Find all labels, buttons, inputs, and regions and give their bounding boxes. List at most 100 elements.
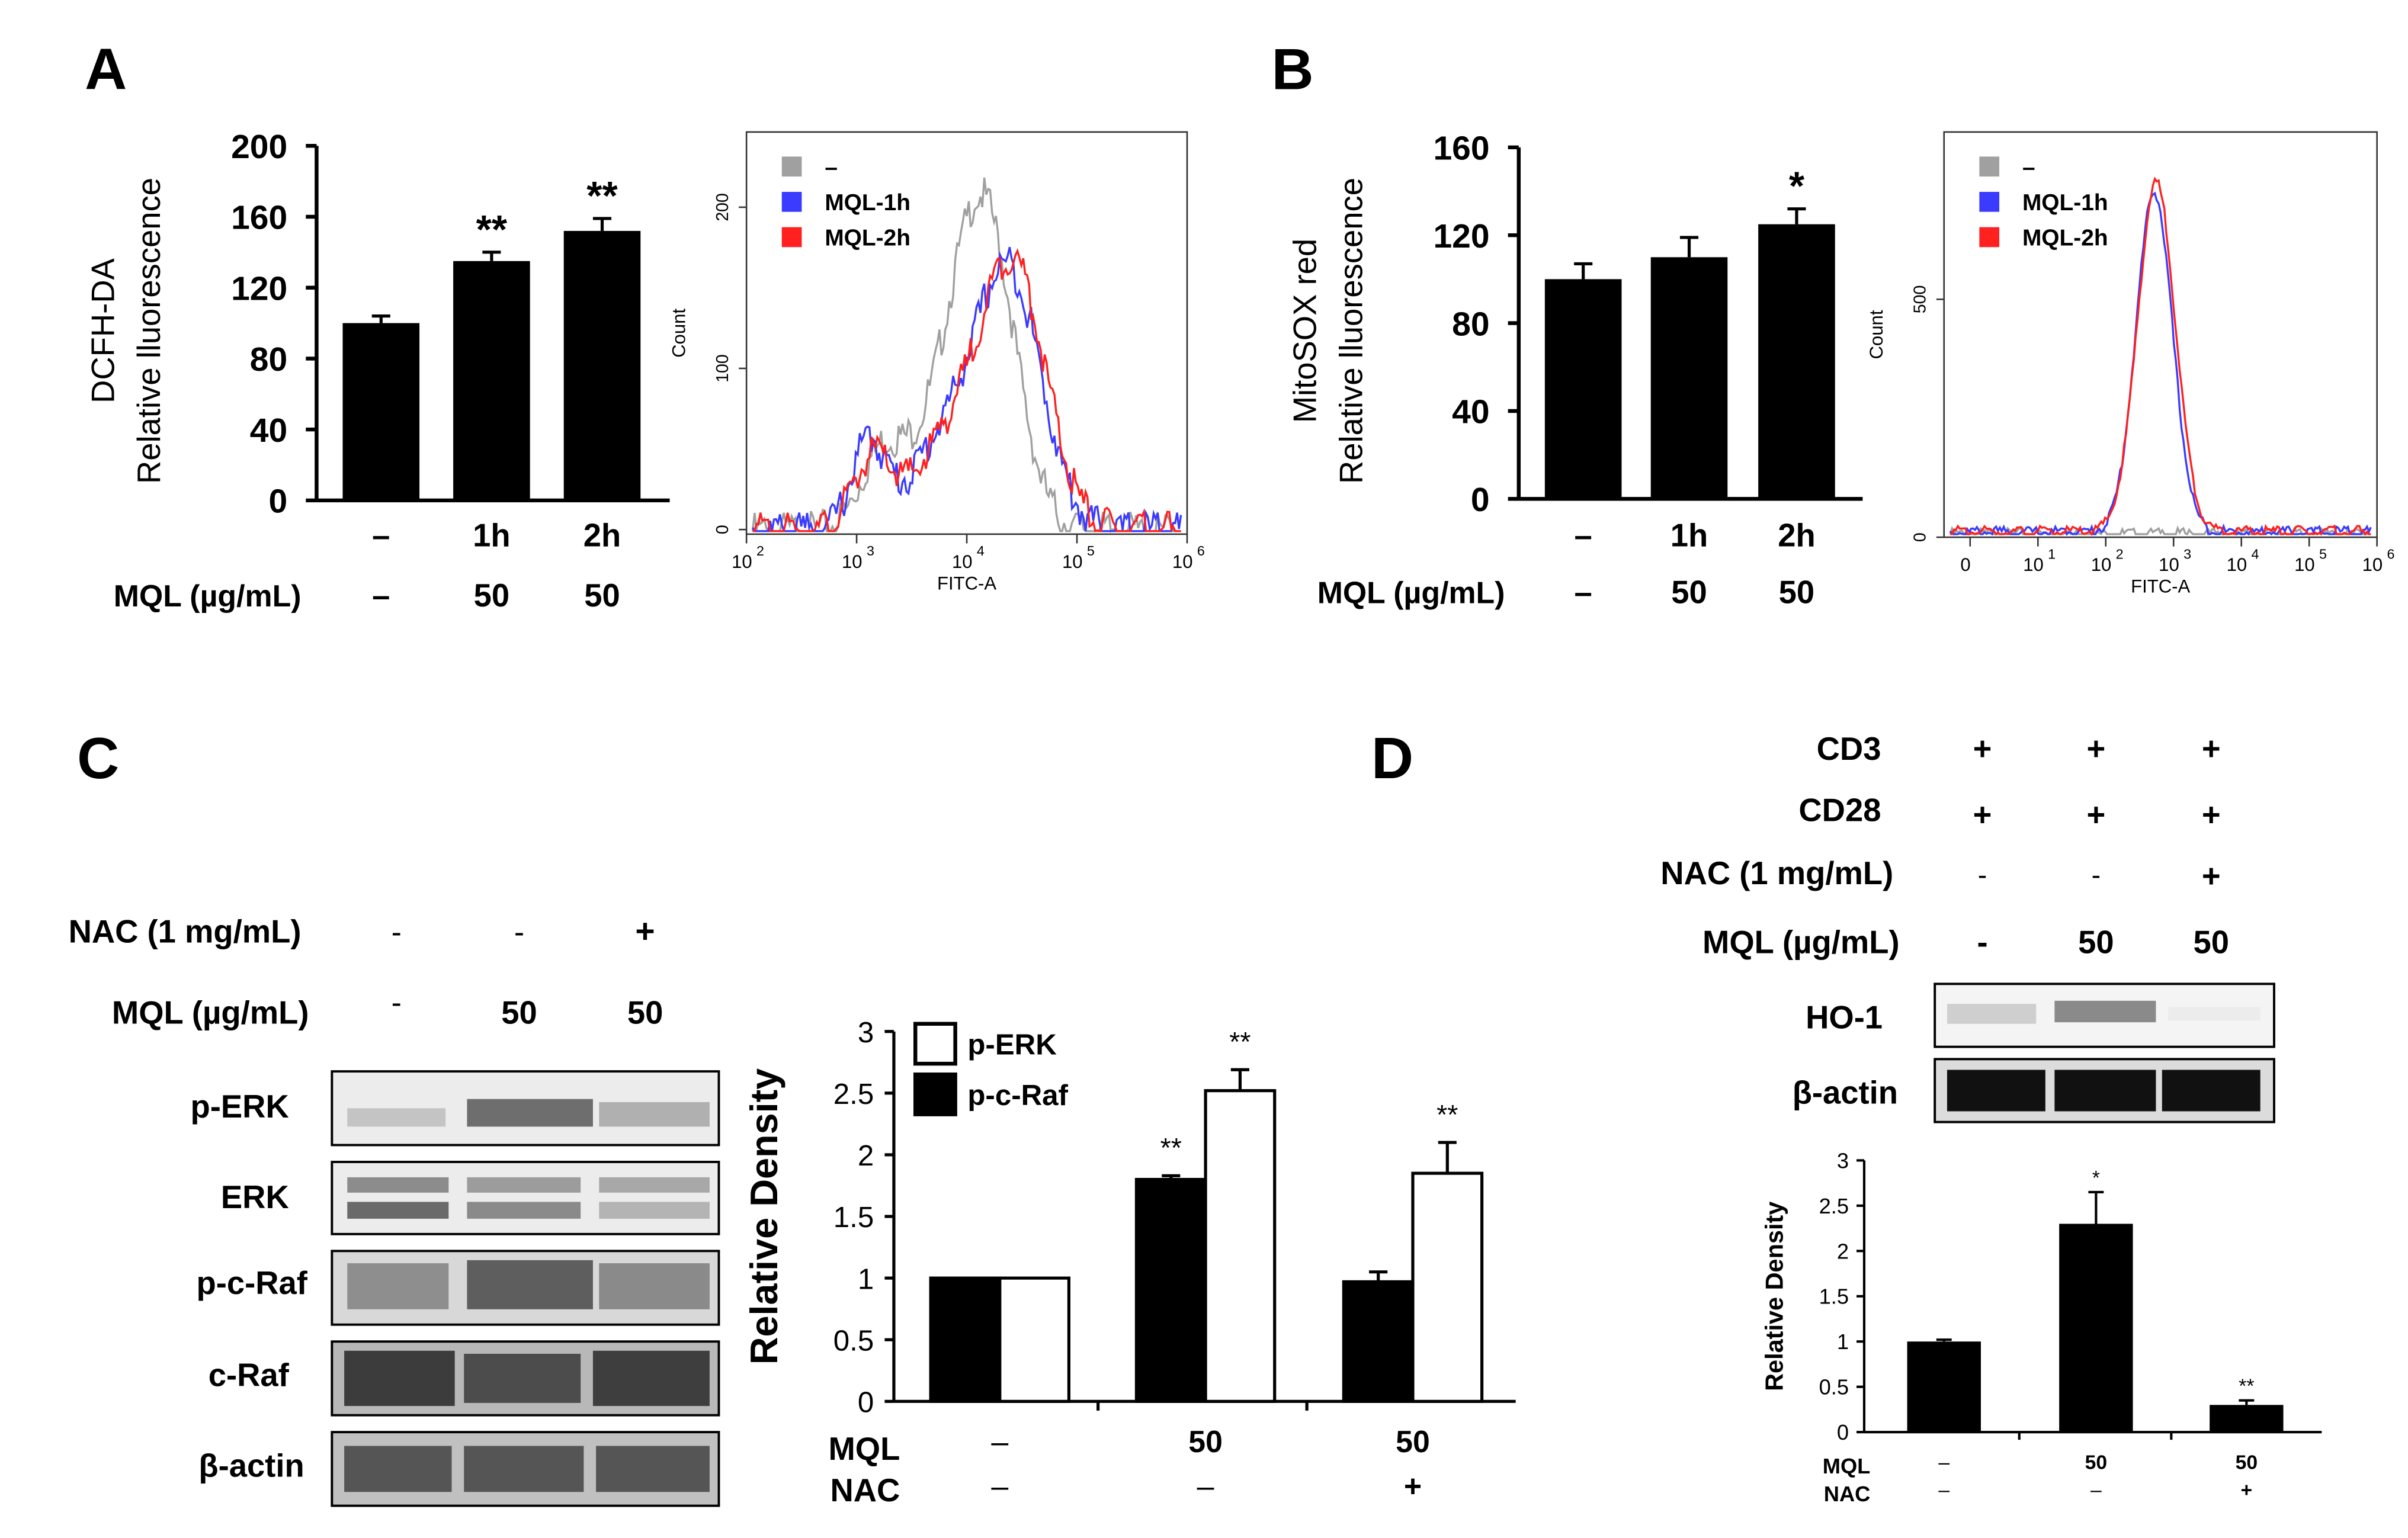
blot-c-nac-label: NAC (1 mg/mL) — [69, 913, 302, 949]
x-tick-exponent: 5 — [2319, 546, 2327, 561]
x-tick-label: 10 — [732, 551, 752, 572]
x-tick-label: 10 — [2294, 554, 2315, 575]
x-tick-exponent: 2 — [2116, 546, 2124, 561]
blot-c-mql-value: 50 — [627, 995, 663, 1031]
mql-value: 50 — [1779, 574, 1815, 611]
bar — [929, 1276, 1002, 1403]
legend-swatch — [781, 227, 802, 248]
blot-c-band-label: p-ERK — [191, 1089, 289, 1125]
panel-a-histogram: – MQL-1h MQL-2h 0 100 200 Count 10 2 10 3 10 4 10 5 10 6… — [668, 131, 1205, 593]
y-axis-label: Count — [668, 309, 689, 358]
bar — [2210, 1405, 2284, 1433]
legend-label: MQL-2h — [2022, 226, 2108, 251]
mql-value: 50 — [2085, 1452, 2107, 1473]
blot-c-mql-label: MQL (µg/mL) — [112, 995, 309, 1031]
bar — [563, 230, 641, 500]
blot-d-value: + — [2202, 731, 2221, 767]
blot-d-lane-beta-actin — [1934, 1058, 2275, 1123]
bar — [453, 261, 530, 500]
x-tick-label: 10 — [952, 551, 973, 572]
significance-label: ** — [586, 174, 618, 218]
legend-label: MQL-2h — [825, 226, 910, 251]
x-tick-label: 0 — [1960, 554, 1970, 575]
x-category-label: – — [372, 518, 390, 554]
y-axis-label: Relative lluorescence — [1333, 178, 1369, 484]
legend-label: p-ERK — [967, 1029, 1057, 1061]
y-tick-label: 160 — [1433, 130, 1489, 168]
blot-d-value: + — [1973, 731, 1992, 767]
y-tick-label: 500 — [1911, 285, 1930, 314]
y-tick-label: 0.5 — [1819, 1375, 1849, 1399]
bar — [1134, 1177, 1207, 1403]
y-tick-label: 80 — [250, 341, 287, 378]
y-axis-label: DCFH-DA — [85, 258, 121, 403]
legend-label: – — [2022, 155, 2035, 180]
panel-d-blot: CD3 CD28 NAC (1 mg/mL) MQL (µg/mL) + + +… — [1660, 731, 2275, 1123]
y-tick-label: 2.5 — [833, 1078, 874, 1110]
y-tick-label: 200 — [713, 193, 732, 221]
bar — [1758, 224, 1835, 499]
bar — [2059, 1224, 2133, 1433]
y-tick-label: 1 — [1837, 1330, 1849, 1354]
nac-value: – — [1197, 1469, 1214, 1503]
nac-value: + — [2240, 1479, 2252, 1501]
nac-value: – — [1938, 1479, 1950, 1501]
mql-value: – — [1575, 574, 1592, 611]
blot-c-lane-beta-actin — [331, 1431, 720, 1507]
blot-d-value: + — [1973, 797, 1992, 833]
legend-swatch — [913, 1022, 957, 1066]
mql-value: 50 — [1396, 1424, 1430, 1459]
y-axis-label: MitoSOX red — [1287, 239, 1323, 423]
significance-label: ** — [2239, 1376, 2254, 1398]
blot-d-band-label: β-actin — [1793, 1075, 1898, 1111]
blot-c-lane-c-raf — [331, 1340, 720, 1417]
histogram-series — [752, 246, 1182, 532]
bar — [342, 323, 420, 500]
y-tick-label: 120 — [1433, 217, 1489, 255]
mql-value: 50 — [1671, 574, 1707, 611]
blot-d-row-label: CD3 — [1817, 731, 1881, 767]
y-axis-label: Count — [1866, 310, 1887, 359]
bar — [1650, 257, 1728, 499]
panel-letter-b: B — [1272, 36, 1314, 101]
x-tick-exponent: 5 — [1087, 543, 1095, 558]
x-tick-exponent: 3 — [867, 543, 874, 558]
nac-row-label: NAC — [1824, 1482, 1871, 1506]
significance-label: ** — [476, 207, 508, 252]
y-tick-label: 2 — [858, 1139, 874, 1172]
x-axis-label: FITC-A — [937, 573, 996, 593]
panel-letter-d: D — [1371, 725, 1413, 791]
nac-value: – — [2090, 1479, 2102, 1501]
mql-value: 50 — [1188, 1424, 1223, 1459]
nac-value: – — [991, 1469, 1008, 1503]
panel-b-bar-chart: 0 40 80 120 160 – – 1h 50 * 2h 50 MQL (µg/mL) MitoSOX… — [1287, 130, 1863, 611]
x-tick-label: 10 — [1062, 551, 1083, 572]
plot-frame — [745, 131, 1188, 535]
bar — [1544, 279, 1622, 499]
significance-label: ** — [1437, 1099, 1458, 1130]
legend-label: p-c-Raf — [967, 1079, 1068, 1112]
mql-value: 50 — [584, 577, 620, 614]
y-tick-label: 0.5 — [833, 1324, 874, 1357]
blot-d-value: 50 — [2078, 924, 2114, 961]
y-tick-label: 1.5 — [1819, 1285, 1849, 1309]
y-tick-label: 1.5 — [833, 1201, 874, 1234]
significance-label: ** — [1229, 1026, 1251, 1057]
y-tick-label: 80 — [1452, 305, 1489, 343]
x-tick-label: 10 — [2362, 554, 2383, 575]
panel-b-histogram: – MQL-1h MQL-2h 0 500 Count 0 10 1 10 2 10 3 10 4 10 5 10… — [1866, 131, 2394, 596]
blot-c-lane-p-c-raf — [331, 1250, 720, 1326]
x-tick-label: 10 — [2091, 554, 2112, 575]
histogram-series — [1949, 191, 2372, 536]
y-tick-label: 0 — [713, 525, 732, 534]
legend-swatch — [1979, 191, 2000, 212]
mql-value: – — [372, 577, 390, 614]
legend-swatch — [913, 1073, 957, 1116]
x-tick-exponent: 3 — [2183, 546, 2191, 561]
histogram-series — [751, 177, 1181, 534]
nac-row-label: NAC — [830, 1472, 900, 1508]
y-axis-label: Relative Density — [742, 1068, 785, 1364]
x-category-label: 1h — [473, 518, 511, 554]
plot-frame — [1943, 131, 2378, 538]
